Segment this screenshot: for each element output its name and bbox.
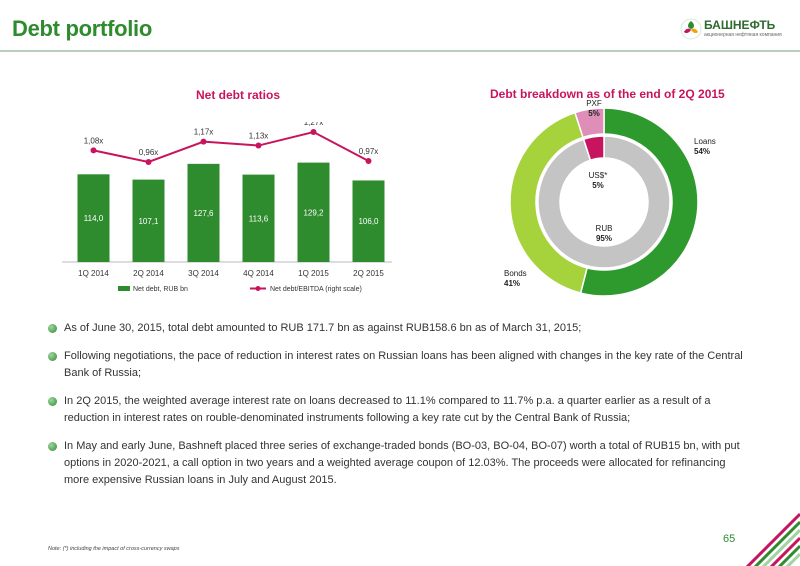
slice-label: PXF — [586, 99, 602, 108]
bullet-dot-icon — [48, 397, 57, 406]
legend-marker-line — [255, 286, 261, 291]
slice-percent: 54% — [694, 147, 710, 156]
bar — [297, 162, 330, 262]
donut-chart-title: Debt breakdown as of the end of 2Q 2015 — [490, 87, 725, 101]
ratio-value-label: 0,97x — [359, 147, 379, 156]
bar-value-label: 107,1 — [138, 217, 159, 226]
bar-value-label: 127,6 — [193, 209, 214, 218]
bar-value-label: 129,2 — [303, 208, 324, 217]
page-number: 65 — [723, 533, 736, 545]
ratio-point — [310, 129, 317, 135]
legend-label-bars: Net debt, RUB bn — [133, 286, 188, 293]
bar-value-label: 114,0 — [84, 214, 104, 223]
bullet-dot-icon — [48, 324, 57, 333]
bar-value-label: 113,6 — [249, 214, 269, 223]
bullet-text: Following negotiations, the pace of redu… — [64, 350, 743, 379]
x-tick-label: 2Q 2014 — [133, 269, 164, 278]
bullet-item: In May and early June, Bashneft placed t… — [48, 438, 748, 489]
footnote: Note: (*) including the impact of cross-… — [48, 546, 180, 552]
x-tick-label: 1Q 2014 — [78, 269, 109, 278]
bar — [352, 180, 385, 262]
net-debt-combo-chart: 114,0 1Q 2014 107,1 2Q 2014 127,6 3Q 2014 113,… — [62, 122, 392, 293]
slice-label: Bonds — [504, 269, 527, 278]
slice-percent: 5% — [592, 181, 604, 190]
legend-swatch-bars — [118, 286, 130, 291]
bar — [132, 179, 165, 262]
bullet-item: In 2Q 2015, the weighted average interes… — [48, 393, 748, 427]
legend-label-line: Net debt/EBITDA (right scale) — [270, 286, 362, 293]
bar — [187, 163, 220, 262]
logo-flower-icon — [680, 18, 702, 40]
donut-slice-rub — [537, 135, 671, 269]
bullet-text: In May and early June, Bashneft placed t… — [64, 440, 740, 486]
corner-stripes-decoration — [738, 506, 800, 566]
bullet-item: Following negotiations, the pace of redu… — [48, 348, 748, 382]
logo-subtitle: акционерная нефтяная компания — [704, 32, 782, 38]
logo-name: БАШНЕФТЬ — [704, 18, 776, 32]
ratio-series-line — [93, 130, 369, 164]
slice-label: US$* — [589, 171, 608, 180]
slice-label: RUB — [596, 224, 613, 233]
ratio-value-label: 1,08x — [84, 136, 104, 145]
ratio-point — [200, 138, 207, 145]
ratio-point — [365, 158, 372, 165]
donut-slice-pxf — [574, 107, 605, 139]
donut-slice-us — [582, 135, 605, 162]
bullet-text: In 2Q 2015, the weighted average interes… — [64, 395, 711, 424]
slice-percent: 95% — [596, 234, 612, 243]
ratio-value-label: 1,13x — [249, 132, 269, 141]
bullet-dot-icon — [48, 352, 57, 361]
slice-percent: 5% — [588, 109, 600, 118]
ratio-value-label: 1,17x — [194, 128, 214, 137]
bar-value-label: 106,0 — [358, 217, 379, 226]
ratio-point — [90, 147, 97, 154]
x-tick-label: 3Q 2014 — [188, 269, 219, 278]
x-tick-label: 4Q 2014 — [243, 269, 274, 278]
bar — [242, 174, 275, 262]
donut-slice-loans — [579, 107, 699, 297]
bullet-dot-icon — [48, 442, 57, 451]
ratio-point — [145, 159, 152, 165]
bullet-item: As of June 30, 2015, total debt amounted… — [48, 320, 748, 337]
bullet-list: As of June 30, 2015, total debt amounted… — [48, 320, 748, 500]
x-tick-label: 2Q 2015 — [353, 269, 384, 278]
company-logo: БАШНЕФТЬ акционерная нефтяная компания — [680, 18, 792, 48]
bullet-text: As of June 30, 2015, total debt amounted… — [64, 322, 582, 334]
title-divider — [0, 50, 800, 52]
x-tick-label: 1Q 2015 — [298, 269, 329, 278]
ratio-point — [255, 142, 262, 149]
ratio-value-label: 0,96x — [139, 148, 159, 157]
bar-chart-title: Net debt ratios — [196, 88, 281, 102]
bar — [77, 174, 110, 262]
slice-label: Loans — [694, 137, 716, 146]
ratio-value-label: 1,27x — [304, 122, 324, 127]
slice-percent: 41% — [504, 279, 520, 288]
page-title: Debt portfolio — [12, 16, 152, 41]
